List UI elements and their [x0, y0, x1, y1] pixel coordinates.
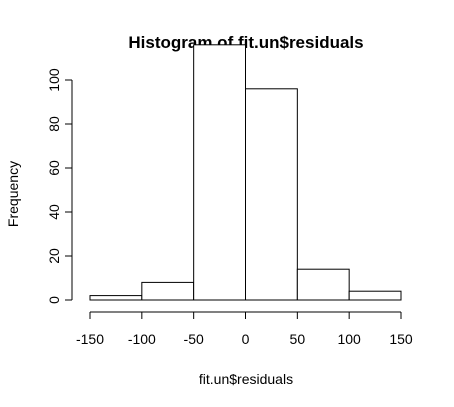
x-tick-label: -50	[184, 331, 204, 347]
x-tick-label: 0	[242, 331, 250, 347]
y-tick-label: 40	[46, 204, 62, 220]
histogram-bar	[245, 88, 298, 301]
y-axis-label: Frequency	[5, 161, 21, 227]
histogram-bar	[141, 281, 195, 301]
x-tick-label: -100	[128, 331, 156, 347]
histogram-bar	[296, 268, 350, 301]
y-tick-label: 60	[46, 160, 62, 176]
x-tick-label: 100	[337, 331, 361, 347]
bars-group	[89, 44, 402, 301]
y-tick-label: 100	[46, 68, 62, 92]
histogram-bar	[193, 44, 247, 301]
x-tick-label: -150	[76, 331, 104, 347]
histogram-bar	[89, 295, 143, 301]
y-tick-label: 20	[46, 248, 62, 264]
chart-title: Histogram of fit.un$residuals	[128, 33, 363, 52]
y-tick-label: 0	[46, 296, 62, 304]
x-tick-label: 150	[389, 331, 413, 347]
y-tick-label: 80	[46, 116, 62, 132]
x-tick-label: 50	[290, 331, 306, 347]
histogram-bar	[348, 290, 402, 301]
x-axis: -150 -100 -50 0 50 100 150	[76, 311, 413, 347]
y-axis: 0 20 40 60 80 100	[46, 68, 73, 304]
x-axis-label: fit.un$residuals	[199, 371, 293, 387]
